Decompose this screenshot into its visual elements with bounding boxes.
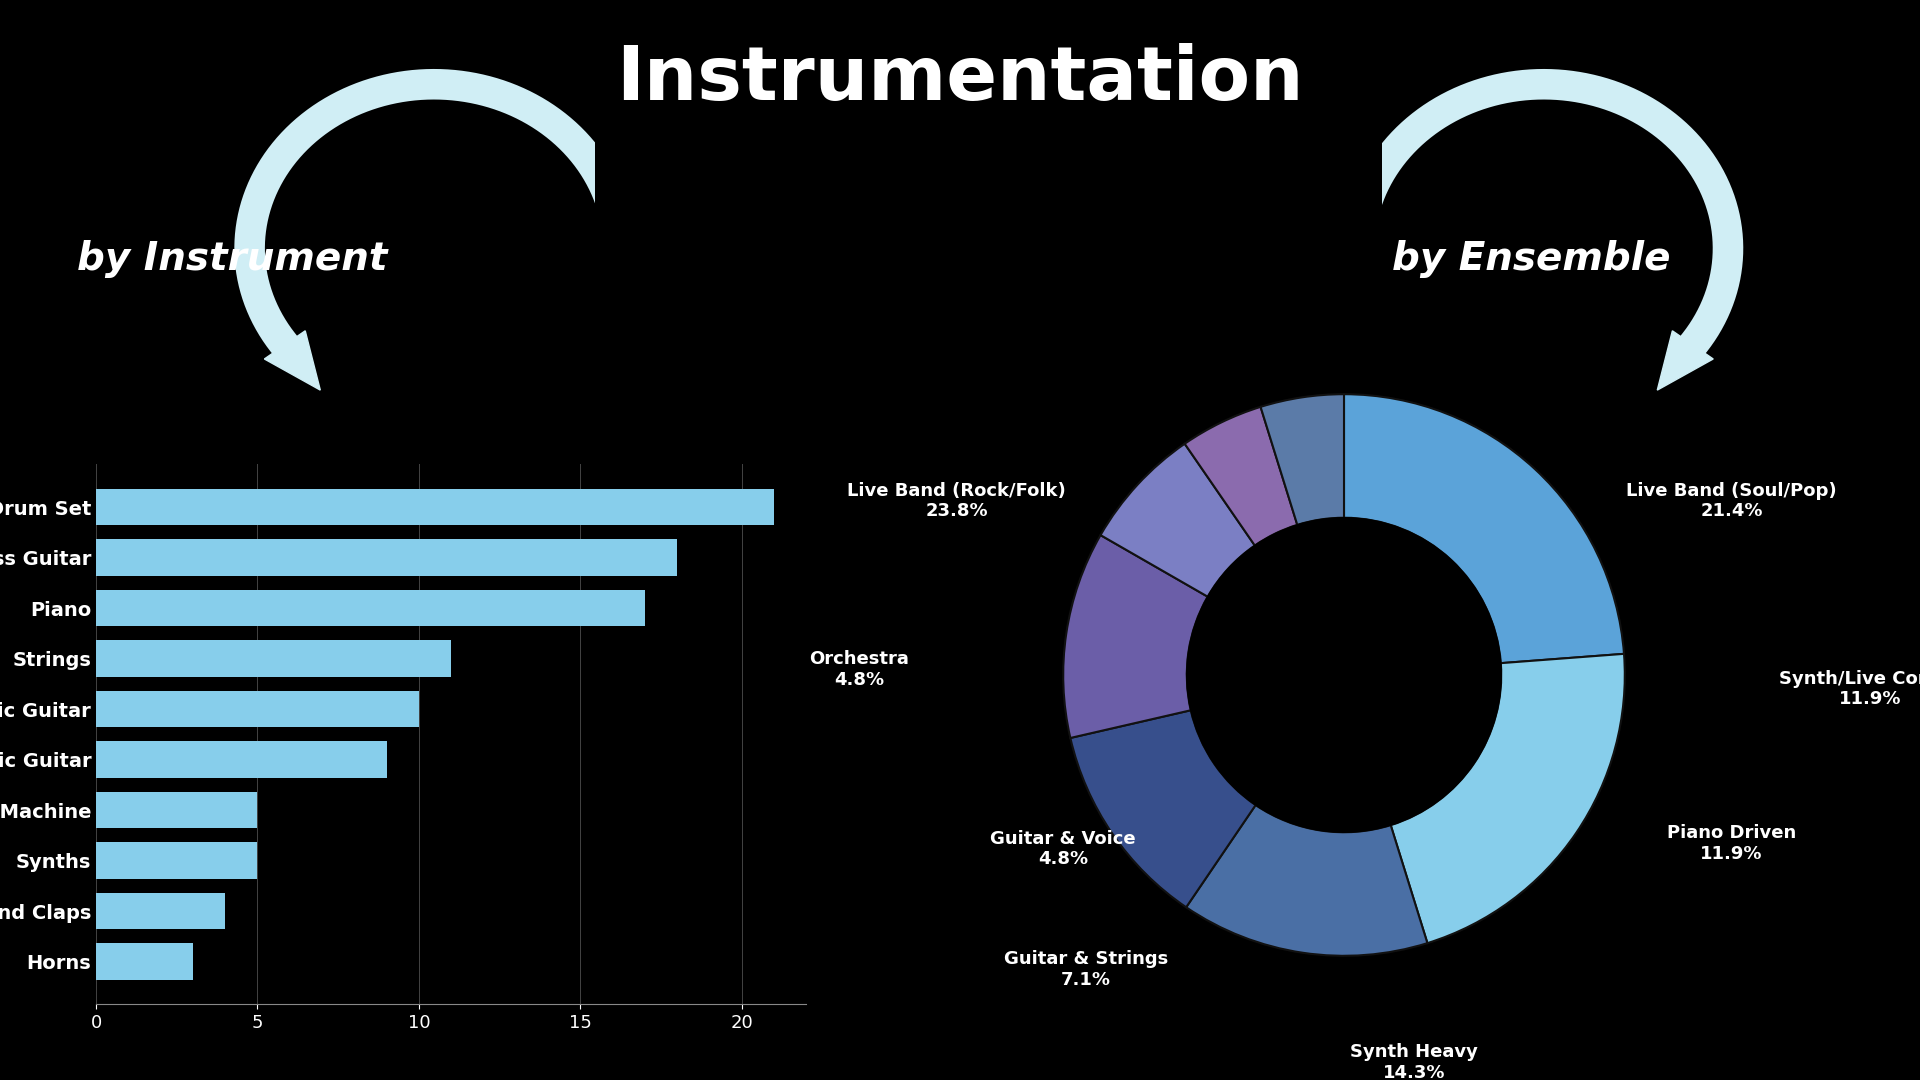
Wedge shape xyxy=(1390,653,1624,943)
Bar xyxy=(96,539,678,576)
Circle shape xyxy=(1187,517,1501,833)
Text: by Instrument: by Instrument xyxy=(77,240,388,279)
Polygon shape xyxy=(1657,330,1713,390)
Bar xyxy=(96,944,192,980)
Wedge shape xyxy=(1069,711,1256,907)
Text: Live Band (Soul/Pop)
21.4%: Live Band (Soul/Pop) 21.4% xyxy=(1626,482,1837,521)
Text: Piano Driven
11.9%: Piano Driven 11.9% xyxy=(1667,824,1795,863)
Text: Instrumentation: Instrumentation xyxy=(616,43,1304,117)
Text: Synth Heavy
14.3%: Synth Heavy 14.3% xyxy=(1350,1043,1478,1080)
Polygon shape xyxy=(265,330,321,390)
Text: by Ensemble: by Ensemble xyxy=(1392,240,1670,279)
Wedge shape xyxy=(1064,535,1208,738)
Bar xyxy=(96,640,451,677)
Text: Orchestra
4.8%: Orchestra 4.8% xyxy=(808,650,908,689)
Bar xyxy=(96,691,419,727)
Bar xyxy=(96,742,386,778)
Bar xyxy=(96,893,225,930)
Bar xyxy=(96,792,257,828)
Wedge shape xyxy=(1187,805,1427,956)
Text: Guitar & Voice
4.8%: Guitar & Voice 4.8% xyxy=(991,829,1137,868)
Bar xyxy=(96,590,645,626)
Bar xyxy=(96,842,257,879)
Wedge shape xyxy=(1344,394,1624,663)
Text: Synth/Live Combo
11.9%: Synth/Live Combo 11.9% xyxy=(1780,670,1920,708)
Wedge shape xyxy=(1100,444,1256,596)
Bar xyxy=(96,489,774,525)
Text: Live Band (Rock/Folk)
23.8%: Live Band (Rock/Folk) 23.8% xyxy=(847,482,1066,521)
Wedge shape xyxy=(1185,407,1298,545)
Wedge shape xyxy=(1261,394,1344,525)
Text: Guitar & Strings
7.1%: Guitar & Strings 7.1% xyxy=(1004,950,1167,989)
